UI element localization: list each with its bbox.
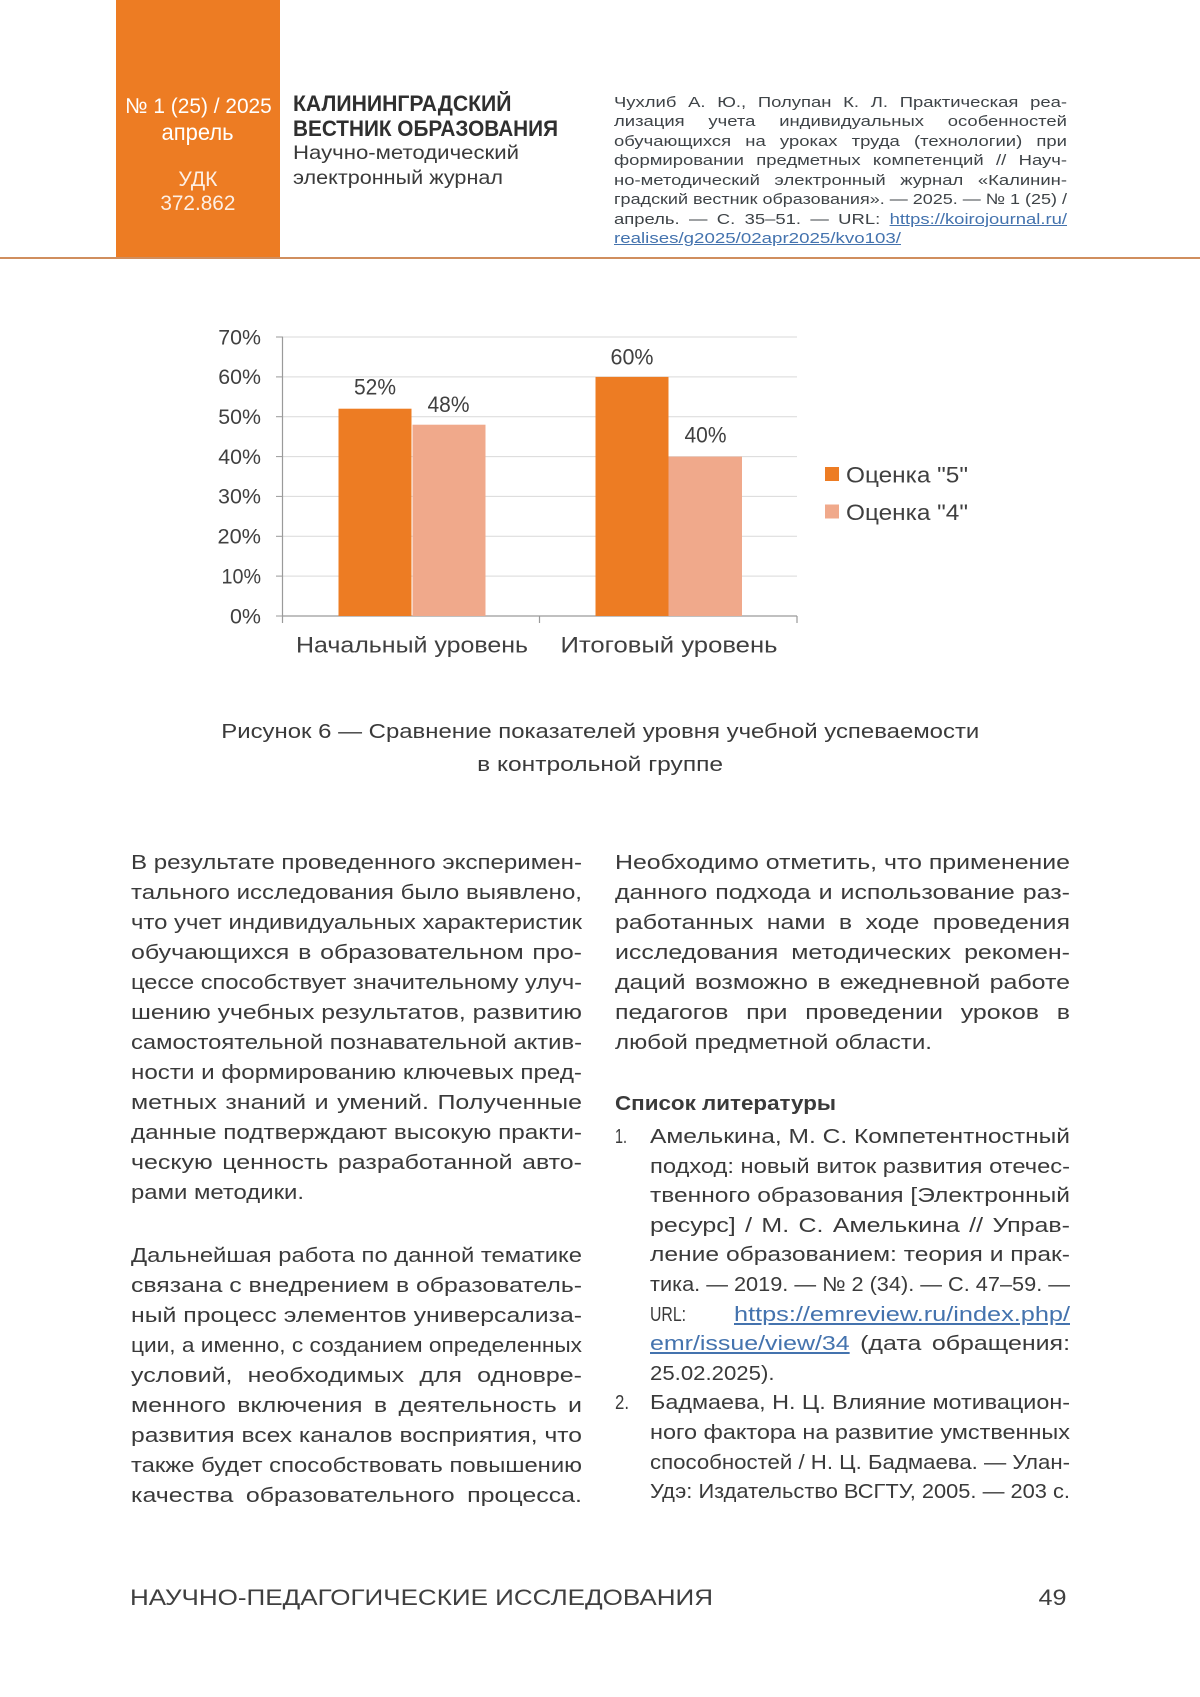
svg-text:Оценка "4": Оценка "4" xyxy=(846,500,968,525)
svg-text:52%: 52% xyxy=(354,375,396,400)
svg-text:60%: 60% xyxy=(611,345,654,370)
svg-text:70%: 70% xyxy=(218,326,261,349)
svg-text:Оценка "5": Оценка "5" xyxy=(846,463,968,488)
svg-text:Итоговый уровень: Итоговый уровень xyxy=(561,633,778,658)
svg-text:50%: 50% xyxy=(218,406,261,429)
svg-text:40%: 40% xyxy=(685,422,727,447)
svg-text:60%: 60% xyxy=(218,366,261,389)
svg-text:30%: 30% xyxy=(218,486,261,509)
svg-text:Начальный уровень: Начальный уровень xyxy=(296,633,528,658)
svg-text:40%: 40% xyxy=(218,446,261,469)
svg-text:10%: 10% xyxy=(222,565,262,588)
svg-text:48%: 48% xyxy=(428,392,470,417)
svg-text:0%: 0% xyxy=(230,605,261,628)
svg-text:20%: 20% xyxy=(218,526,262,549)
